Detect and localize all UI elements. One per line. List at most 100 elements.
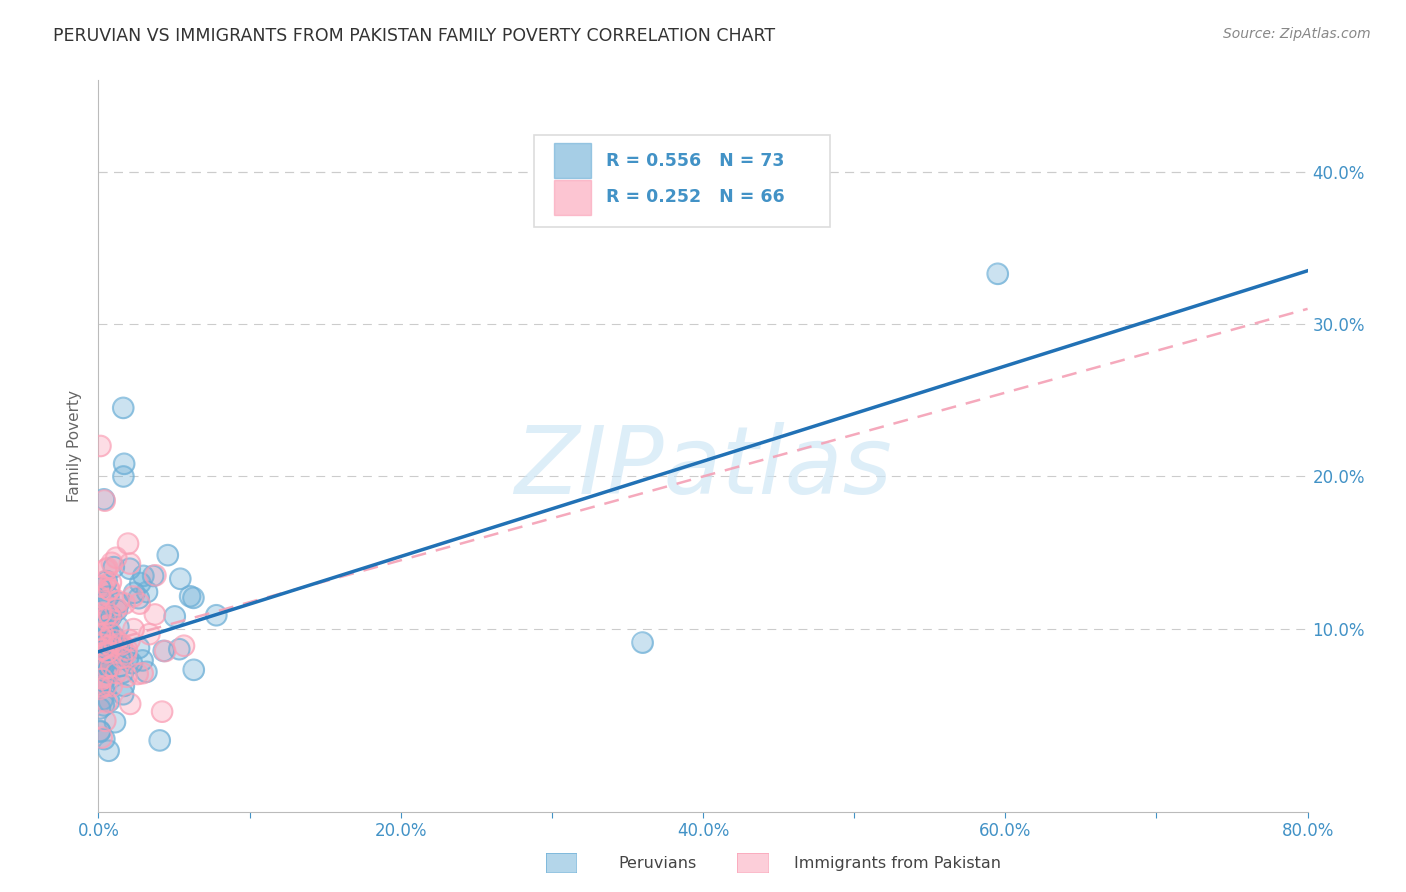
Point — [131, 653, 153, 667]
Point — [179, 590, 201, 604]
Point — [94, 562, 117, 576]
Point — [89, 657, 111, 672]
Point — [107, 594, 129, 608]
Point — [150, 705, 173, 719]
Point — [112, 687, 135, 701]
Point — [96, 695, 118, 709]
Point — [117, 536, 139, 550]
Point — [96, 616, 118, 631]
Point — [94, 574, 117, 589]
Point — [103, 633, 125, 648]
Point — [143, 607, 166, 622]
Point — [93, 594, 115, 608]
Point — [90, 580, 112, 594]
Point — [169, 572, 191, 586]
Point — [91, 642, 114, 657]
Point — [89, 607, 111, 622]
Point — [101, 640, 124, 654]
Point — [112, 401, 135, 415]
Point — [97, 663, 120, 677]
Point — [135, 665, 157, 679]
Point — [107, 620, 129, 634]
Point — [89, 656, 111, 670]
Point — [89, 590, 111, 604]
Point — [112, 687, 135, 701]
Point — [105, 603, 128, 617]
Point — [89, 680, 111, 694]
Point — [97, 645, 120, 659]
Point — [101, 556, 124, 570]
Point — [150, 705, 173, 719]
Point — [121, 656, 143, 670]
Point — [96, 640, 118, 654]
Point — [93, 603, 115, 617]
Point — [112, 469, 135, 483]
Point — [89, 656, 111, 670]
Point — [118, 633, 141, 648]
Point — [89, 439, 111, 453]
Point — [122, 622, 145, 636]
Point — [89, 723, 111, 738]
Point — [145, 568, 167, 582]
Point — [101, 556, 124, 570]
Point — [111, 637, 134, 651]
Point — [183, 663, 205, 677]
Y-axis label: Family Poverty: Family Poverty — [67, 390, 83, 502]
Point — [91, 692, 114, 706]
Point — [97, 582, 120, 597]
Point — [104, 715, 127, 730]
Point — [89, 626, 111, 640]
Point — [90, 606, 112, 620]
Point — [183, 591, 205, 605]
Point — [91, 627, 114, 641]
Point — [100, 659, 122, 673]
Point — [128, 640, 150, 655]
Point — [120, 697, 142, 711]
Text: R = 0.252   N = 66: R = 0.252 N = 66 — [606, 188, 785, 206]
Point — [179, 590, 201, 604]
Point — [129, 576, 152, 591]
Point — [90, 580, 112, 594]
Point — [96, 679, 118, 693]
Point — [89, 723, 111, 738]
Point — [114, 597, 136, 611]
Point — [96, 640, 118, 654]
Point — [631, 635, 654, 649]
Point — [89, 590, 111, 604]
Point — [145, 568, 167, 582]
Point — [94, 611, 117, 625]
Text: Immigrants from Pakistan: Immigrants from Pakistan — [794, 856, 1001, 871]
Point — [89, 607, 111, 622]
Point — [100, 659, 122, 673]
Point — [122, 590, 145, 604]
Point — [111, 650, 134, 665]
Point — [89, 657, 111, 672]
Point — [117, 536, 139, 550]
Point — [101, 635, 124, 649]
Point — [96, 645, 118, 659]
Point — [127, 667, 149, 681]
Text: Source: ZipAtlas.com: Source: ZipAtlas.com — [1223, 27, 1371, 41]
Point — [118, 562, 141, 576]
Point — [152, 644, 174, 658]
Point — [94, 633, 117, 648]
Point — [169, 642, 191, 657]
Point — [94, 714, 117, 728]
Point — [103, 631, 125, 645]
Point — [107, 637, 129, 651]
Point — [96, 561, 118, 575]
Point — [105, 603, 128, 617]
Point — [97, 607, 120, 621]
Point — [91, 672, 114, 686]
Point — [111, 665, 134, 680]
Point — [97, 582, 120, 597]
Point — [98, 694, 121, 708]
Point — [98, 582, 121, 597]
Point — [91, 672, 114, 686]
Point — [120, 697, 142, 711]
Point — [138, 627, 160, 641]
Point — [100, 679, 122, 693]
Point — [169, 572, 191, 586]
Point — [91, 676, 114, 690]
Point — [97, 744, 120, 758]
